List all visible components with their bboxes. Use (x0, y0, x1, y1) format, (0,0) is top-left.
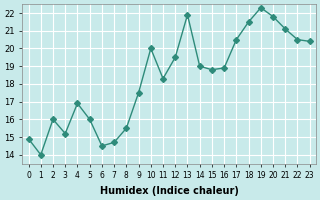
X-axis label: Humidex (Indice chaleur): Humidex (Indice chaleur) (100, 186, 239, 196)
